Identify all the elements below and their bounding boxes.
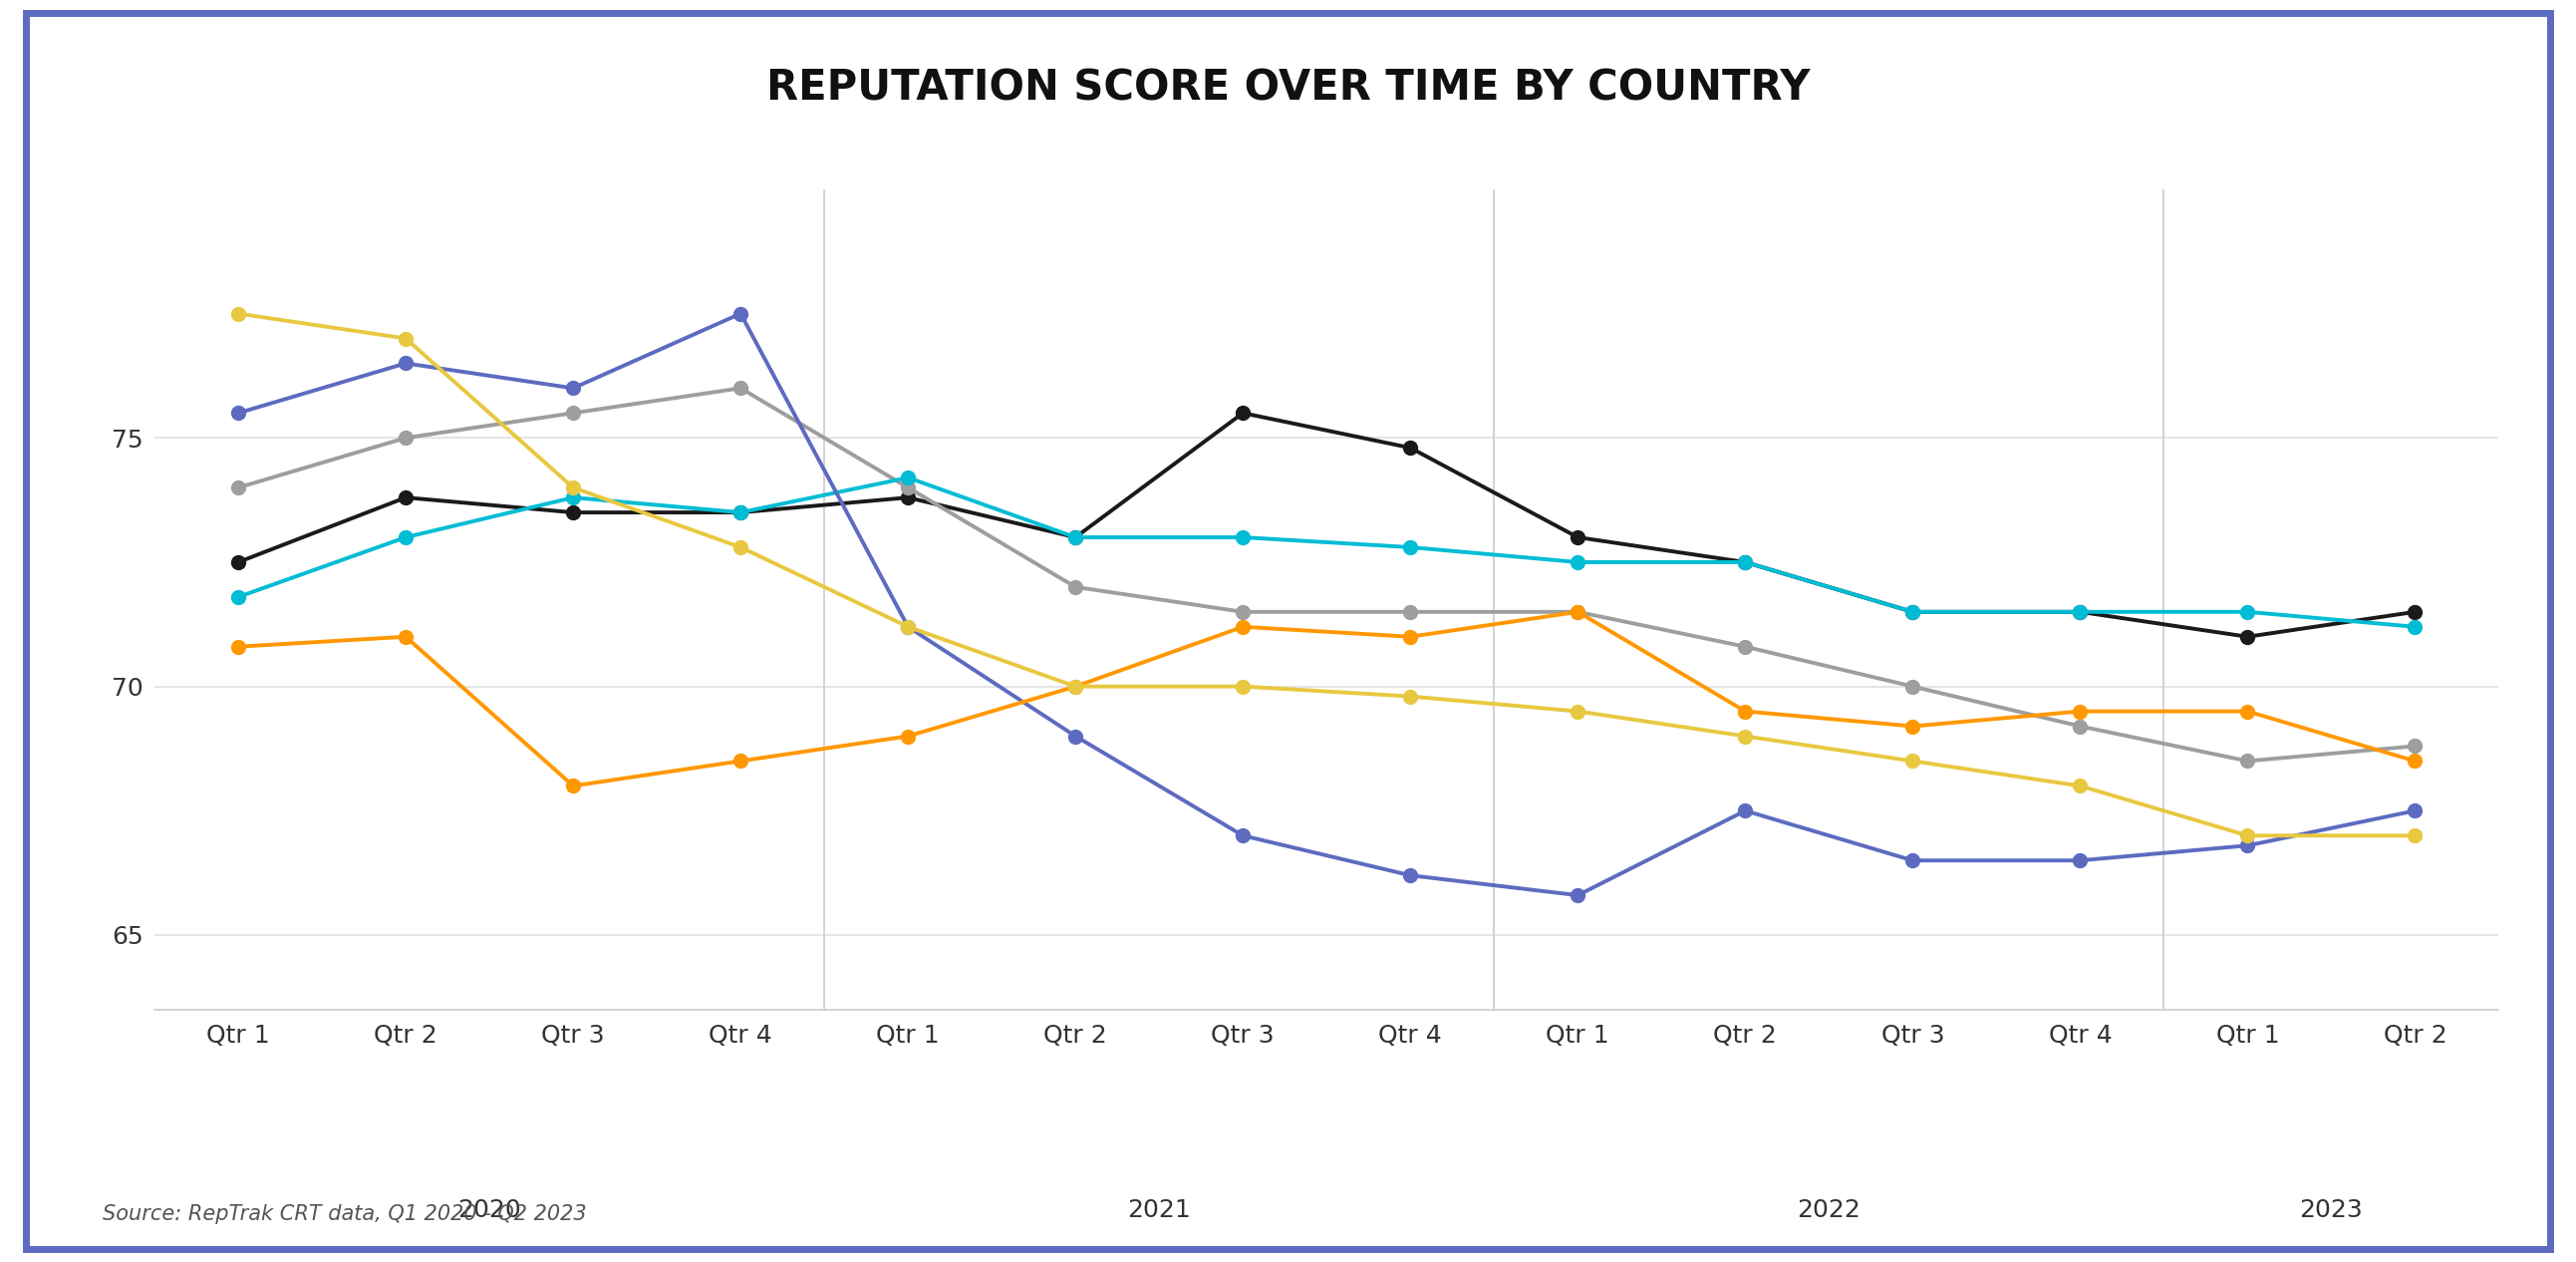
Text: REPUTATION SCORE OVER TIME BY COUNTRY: REPUTATION SCORE OVER TIME BY COUNTRY [765,67,1811,110]
Text: 2022: 2022 [1798,1199,1860,1223]
Text: 2023: 2023 [2300,1199,2362,1223]
Text: 2021: 2021 [1128,1199,1190,1223]
Text: Source: RepTrak CRT data, Q1 2020 - Q2 2023: Source: RepTrak CRT data, Q1 2020 - Q2 2… [103,1204,587,1224]
Text: 2020: 2020 [459,1199,520,1223]
